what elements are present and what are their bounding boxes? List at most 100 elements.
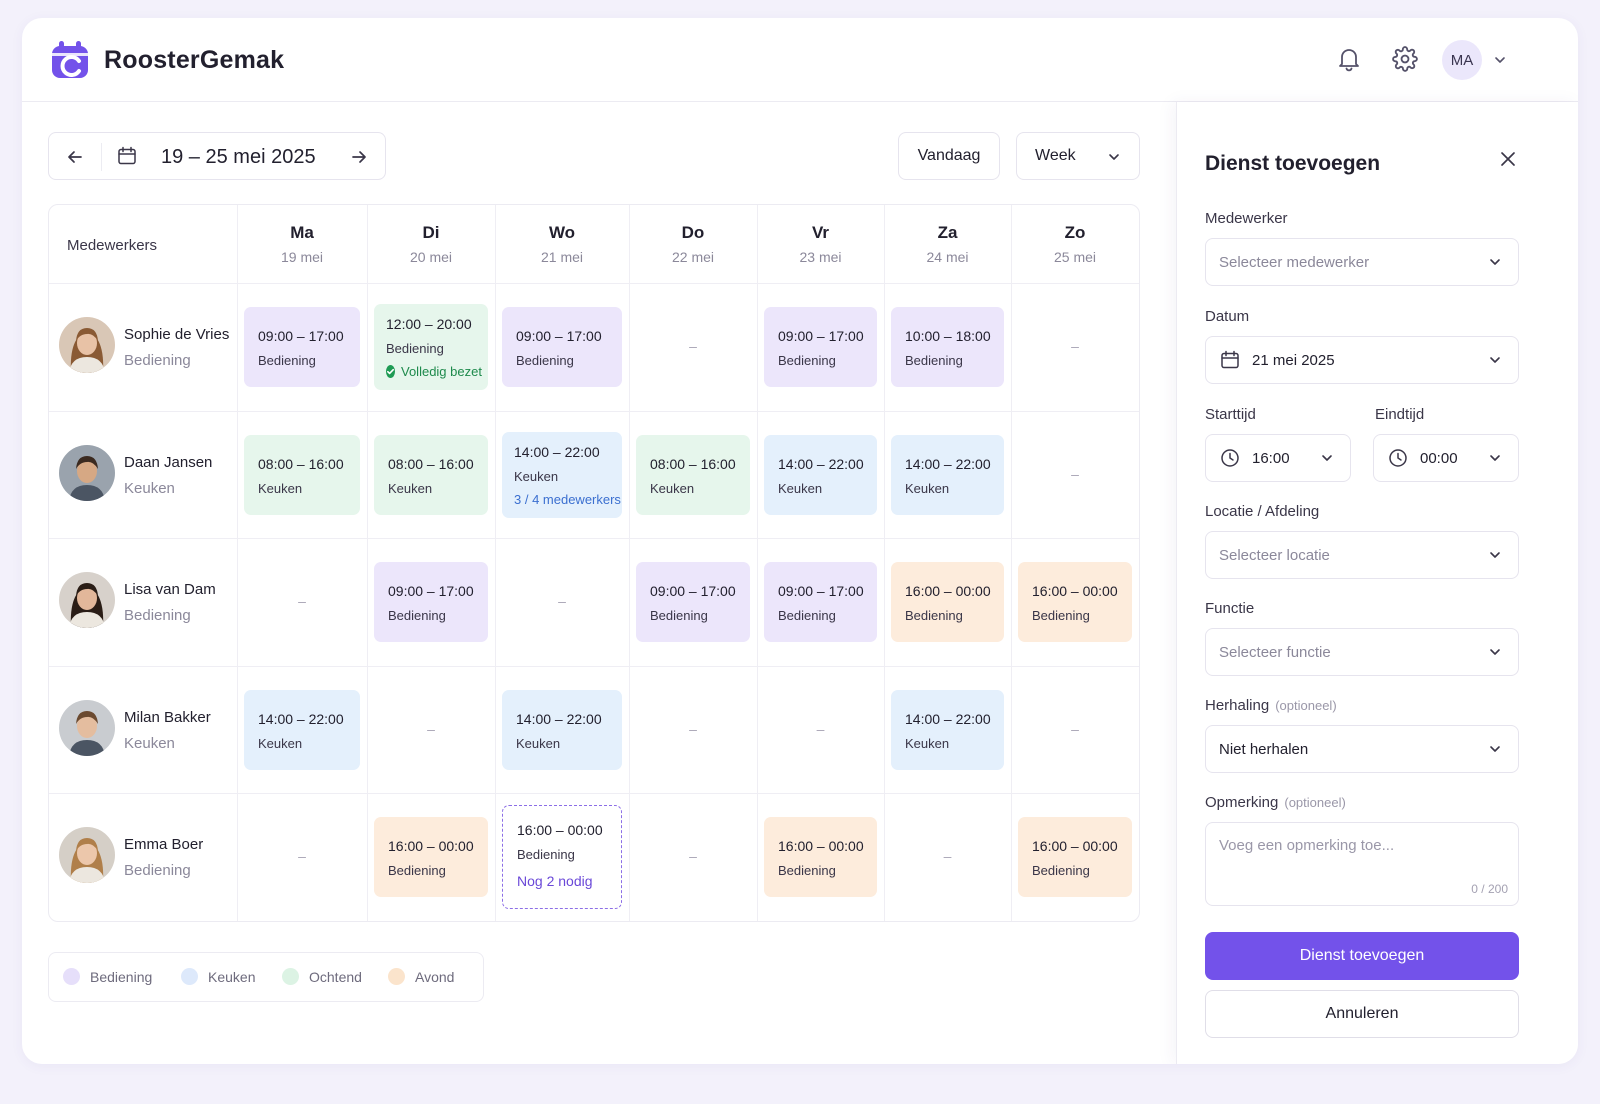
empty-slot[interactable]: –: [689, 338, 697, 354]
employee-select[interactable]: Selecteer medewerker: [1205, 238, 1519, 286]
shift-role: Keuken: [778, 481, 823, 496]
end-time-label: Eindtijd: [1375, 406, 1425, 423]
shift-role: Bediening: [1032, 608, 1090, 623]
arrow-right-icon[interactable]: [347, 145, 371, 169]
grid-column-divider: [237, 205, 238, 921]
day-name: Za: [937, 223, 958, 242]
shift-role: Bediening: [905, 608, 963, 623]
empty-slot[interactable]: –: [558, 593, 566, 609]
shift-time: 16:00 – 00:00: [517, 822, 603, 838]
shift-card[interactable]: 14:00 – 22:00 Keuken: [244, 690, 360, 770]
day-date: 21 mei: [540, 249, 584, 265]
shift-role: Bediening: [517, 847, 575, 862]
empty-slot[interactable]: –: [1071, 466, 1079, 482]
chevron-down-icon: [1490, 552, 1500, 558]
close-icon[interactable]: [1495, 146, 1521, 172]
add-shift-panel: Dienst toevoegen Medewerker Selecteer me…: [1176, 102, 1578, 1064]
empty-slot[interactable]: –: [816, 721, 825, 737]
shift-card[interactable]: 14:00 – 22:00 Keuken: [764, 435, 877, 515]
start-time-select[interactable]: 16:00: [1205, 434, 1351, 482]
avatar: [59, 317, 115, 373]
shift-time: 14:00 – 22:00: [514, 444, 600, 460]
shift-card[interactable]: 16:00 – 00:00 Bediening: [1018, 817, 1132, 897]
shift-card[interactable]: 14:00 – 22:00 Keuken 3 / 4 medewerkers: [502, 432, 622, 518]
employee-name: Daan Jansen: [124, 454, 213, 471]
today-button[interactable]: Vandaag: [898, 132, 1000, 180]
shift-time: 12:00 – 20:00: [386, 316, 472, 332]
shift-card[interactable]: 08:00 – 16:00 Keuken: [636, 435, 750, 515]
shift-role: Bediening: [388, 608, 446, 623]
day-header: Za 24 mei: [884, 223, 1011, 265]
empty-slot[interactable]: –: [1071, 338, 1079, 354]
shift-card[interactable]: 16:00 – 00:00 Bediening: [764, 817, 877, 897]
shift-card[interactable]: 08:00 – 16:00 Keuken: [244, 435, 360, 515]
shift-time: 09:00 – 17:00: [778, 583, 864, 599]
empty-slot[interactable]: –: [427, 721, 435, 737]
shift-card[interactable]: 09:00 – 17:00 Bediening: [502, 307, 622, 387]
shift-role: Keuken: [388, 481, 433, 496]
shift-card[interactable]: 16:00 – 00:00 Bediening: [374, 817, 488, 897]
calendar-icon: [118, 146, 136, 165]
avatar: [59, 700, 115, 756]
shift-card[interactable]: 09:00 – 17:00 Bediening: [764, 562, 877, 642]
employees-column-header: Medewerkers: [67, 237, 158, 254]
remark-textarea[interactable]: Voeg een opmerking toe... 0 / 200: [1205, 822, 1519, 906]
legend-item: Keuken: [181, 968, 255, 985]
shift-role: Bediening: [388, 863, 446, 878]
shift-card[interactable]: 14:00 – 22:00 Keuken: [891, 690, 1004, 770]
shift-card[interactable]: 16:00 – 00:00 Bediening: [1018, 562, 1132, 642]
day-header: Zo 25 mei: [1011, 223, 1139, 265]
shift-card[interactable]: 09:00 – 17:00 Bediening: [374, 562, 488, 642]
employee-name: Milan Bakker: [124, 709, 211, 726]
shift-time: 08:00 – 16:00: [650, 456, 736, 472]
app-title: RoosterGemak: [104, 46, 285, 74]
shift-card[interactable]: 16:00 – 00:00 Bediening: [891, 562, 1004, 642]
chevron-down-icon: [1490, 455, 1500, 461]
employee-select-placeholder: Selecteer medewerker: [1219, 253, 1370, 271]
end-time-select[interactable]: 00:00: [1373, 434, 1519, 482]
function-select[interactable]: Selecteer functie: [1205, 628, 1519, 676]
legend-swatch: [63, 968, 80, 985]
legend-swatch: [181, 968, 198, 985]
location-select[interactable]: Selecteer locatie: [1205, 531, 1519, 579]
bell-icon[interactable]: [1334, 44, 1364, 74]
remark-char-counter: 0 / 200: [1471, 882, 1508, 896]
chevron-down-icon[interactable]: [1492, 52, 1508, 68]
empty-slot[interactable]: –: [298, 593, 306, 609]
cancel-button[interactable]: Annuleren: [1205, 990, 1519, 1038]
gear-icon[interactable]: [1390, 44, 1420, 74]
user-avatar[interactable]: MA: [1442, 40, 1482, 80]
shift-card[interactable]: 09:00 – 17:00 Bediening: [244, 307, 360, 387]
repeat-select[interactable]: Niet herhalen: [1205, 725, 1519, 773]
view-select[interactable]: Week: [1016, 132, 1140, 180]
shift-card[interactable]: 16:00 – 00:00 Bediening Nog 2 nodig: [502, 805, 622, 909]
employee-role: Keuken: [124, 480, 175, 497]
arrow-left-icon[interactable]: [63, 145, 87, 169]
date-navigator: 19 – 25 mei 2025: [48, 132, 386, 180]
add-shift-button[interactable]: Dienst toevoegen: [1205, 932, 1519, 980]
start-time-value: 16:00: [1252, 449, 1290, 467]
empty-slot[interactable]: –: [943, 848, 952, 864]
remark-label-text: Opmerking: [1205, 794, 1279, 811]
shift-card[interactable]: 09:00 – 17:00 Bediening: [636, 562, 750, 642]
shift-role: Bediening: [258, 353, 316, 368]
shift-card[interactable]: 08:00 – 16:00 Keuken: [374, 435, 488, 515]
shift-card[interactable]: 14:00 – 22:00 Keuken: [502, 690, 622, 770]
shift-role: Keuken: [258, 481, 303, 496]
empty-slot[interactable]: –: [298, 848, 306, 864]
shift-role: Keuken: [905, 481, 950, 496]
shift-card[interactable]: 14:00 – 22:00 Keuken: [891, 435, 1004, 515]
date-picker[interactable]: 21 mei 2025: [1205, 336, 1519, 384]
empty-slot[interactable]: –: [689, 848, 697, 864]
empty-slot[interactable]: –: [1071, 721, 1079, 737]
calendar-icon: [1220, 350, 1240, 370]
shift-time: 09:00 – 17:00: [650, 583, 736, 599]
schedule-grid: Medewerkers Ma 19 mei Di 20 mei Wo 21 mei Do 22…: [48, 204, 1140, 922]
shift-card[interactable]: 12:00 – 20:00 Bediening Volledig bezet: [374, 304, 488, 390]
shift-time: 09:00 – 17:00: [516, 328, 602, 344]
empty-slot[interactable]: –: [689, 721, 697, 737]
shift-time: 14:00 – 22:00: [778, 456, 864, 472]
shift-card[interactable]: 10:00 – 18:00 Bediening: [891, 307, 1004, 387]
day-date: 25 mei: [1053, 249, 1097, 265]
shift-card[interactable]: 09:00 – 17:00 Bediening: [764, 307, 877, 387]
